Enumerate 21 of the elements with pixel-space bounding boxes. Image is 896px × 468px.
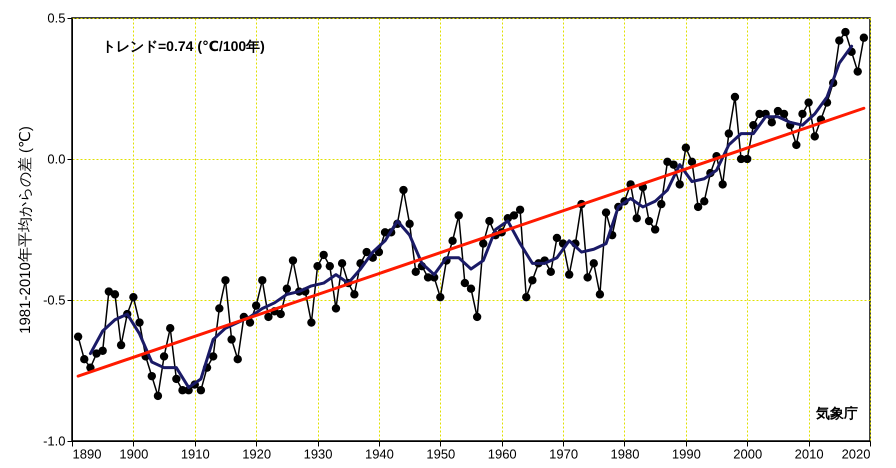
x-tick-label: 2010 xyxy=(794,446,824,462)
y-tick-label: -1.0 xyxy=(43,434,66,448)
x-tick-label: 1960 xyxy=(488,446,517,462)
x-tick-label: 1980 xyxy=(610,446,640,462)
x-tick-label: 1940 xyxy=(364,446,394,462)
x-tick-label: 1910 xyxy=(180,446,210,462)
y-axis-title: 1981-2010年平均からの差 (℃) xyxy=(17,126,34,334)
annotation: トレンド=0.74 (℃/100年) xyxy=(102,38,265,54)
x-tick-label: 1890 xyxy=(72,446,102,462)
y-tick-label: 0.5 xyxy=(47,10,66,26)
x-tick-label: 1900 xyxy=(119,446,148,462)
x-tick-label: 1930 xyxy=(304,446,332,462)
x-tick-label: 1920 xyxy=(242,446,272,462)
x-tick-label: 1990 xyxy=(672,446,701,462)
x-tick-label: 1950 xyxy=(426,446,456,462)
y-tick-label: 0.0 xyxy=(47,152,66,166)
x-tick-label: 1970 xyxy=(549,446,578,462)
x-tick-label: 2000 xyxy=(733,446,762,462)
annotation: 気象庁 xyxy=(815,405,858,421)
y-tick-label: -0.5 xyxy=(43,292,66,308)
x-tick-label: 2020 xyxy=(842,446,870,462)
